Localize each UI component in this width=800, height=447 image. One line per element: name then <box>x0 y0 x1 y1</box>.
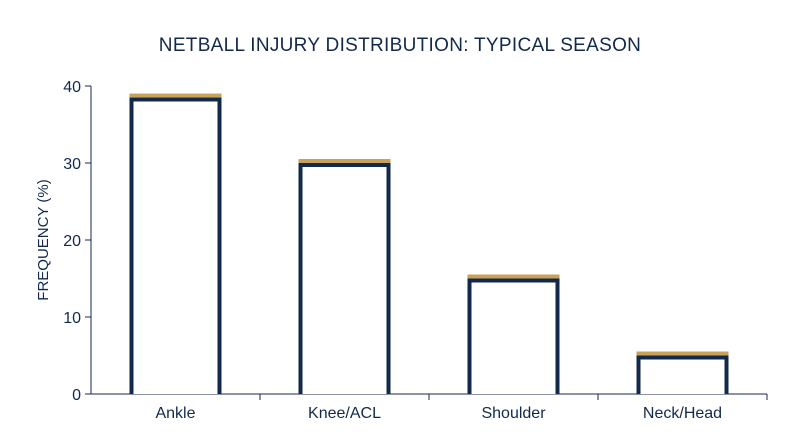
bar-fill <box>636 355 729 394</box>
bar-cap <box>636 351 729 356</box>
bar-neck-head <box>636 351 729 394</box>
bar-outline <box>467 278 560 394</box>
bar-outline <box>636 355 729 394</box>
y-tick-label: 30 <box>63 156 81 173</box>
x-tick-label: Ankle <box>155 405 195 422</box>
bar-cap <box>129 93 222 98</box>
y-axis-label: FREQUENCY (%) <box>35 179 52 300</box>
y-tick-label: 40 <box>63 79 81 96</box>
chart-title: NETBALL INJURY DISTRIBUTION: TYPICAL SEA… <box>159 35 641 56</box>
x-ticks <box>259 394 768 400</box>
bar-shoulder <box>467 274 560 394</box>
bar-cap <box>298 159 391 163</box>
bars <box>129 93 729 395</box>
bar-fill <box>467 278 560 394</box>
x-tick-label: Knee/ACL <box>308 405 381 422</box>
bar-outline <box>298 163 391 394</box>
y-tick-label: 0 <box>72 387 81 404</box>
bar-knee-acl <box>298 159 391 394</box>
bar-fill <box>129 97 222 395</box>
bar-outline <box>129 97 222 394</box>
bar-cap <box>467 274 560 279</box>
y-tick-label: 20 <box>63 233 81 250</box>
category-labels: Ankle Knee/ACL Shoulder Neck/Head <box>155 405 722 422</box>
y-tick-label: 10 <box>63 310 81 327</box>
bar-ankle <box>129 93 222 395</box>
x-tick-label: Neck/Head <box>643 405 722 422</box>
y-ticks: 0 10 20 30 40 <box>63 79 91 404</box>
x-tick-label: Shoulder <box>481 405 546 422</box>
bar-fill <box>298 163 391 394</box>
